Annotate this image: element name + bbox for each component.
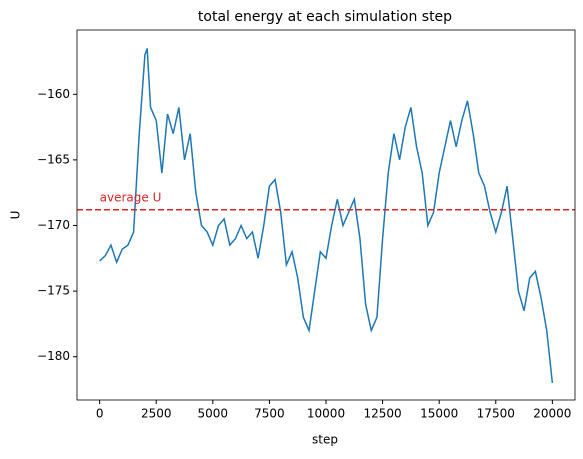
- x-tick-label: 15000: [420, 407, 458, 421]
- x-tick-label: 2500: [141, 407, 172, 421]
- x-tick-label: 12500: [363, 407, 401, 421]
- x-tick-label: 5000: [198, 407, 229, 421]
- x-tick-label: 7500: [254, 407, 285, 421]
- x-tick-label: 17500: [477, 407, 515, 421]
- y-tick-label: −165: [37, 152, 70, 166]
- x-axis-label: step: [312, 433, 338, 447]
- plot-frame: [76, 29, 576, 401]
- y-tick-label: −160: [37, 87, 70, 101]
- average-label: average U: [100, 190, 162, 204]
- y-axis-label: U: [9, 211, 23, 220]
- data-line: [99, 48, 554, 384]
- y-tick-label: −170: [37, 218, 70, 232]
- x-tick-label: 20000: [533, 407, 571, 421]
- x-tick-label: 10000: [307, 407, 345, 421]
- x-tick-label: 0: [96, 407, 104, 421]
- y-tick-label: −175: [37, 284, 70, 298]
- chart-title: total energy at each simulation step: [198, 9, 452, 25]
- y-tick-label: −180: [37, 349, 70, 363]
